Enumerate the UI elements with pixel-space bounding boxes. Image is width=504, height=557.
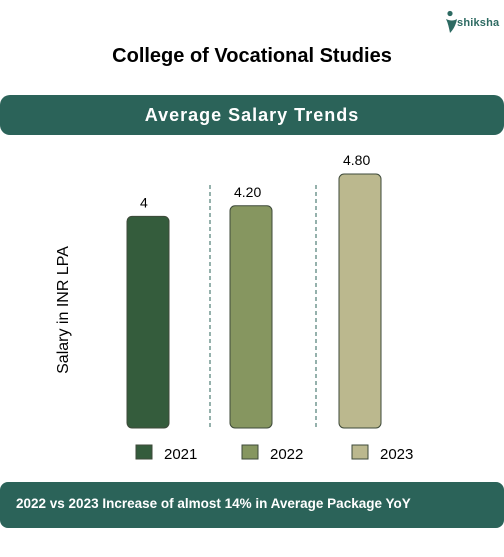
footer-highlight: 2022 vs 2023 Increase of almost 14% in A… <box>0 482 504 528</box>
shiksha-logo-icon <box>446 10 457 33</box>
y-axis-label: Salary in INR LPA <box>55 246 72 374</box>
bar-2023 <box>338 173 382 429</box>
data-label-2022: 4.20 <box>234 184 261 200</box>
legend-label-2022: 2022 <box>270 446 303 463</box>
legend-label-2023: 2023 <box>380 446 413 463</box>
legend: 2021 2022 2023 <box>135 444 413 463</box>
column-dividers <box>209 185 317 430</box>
bar-2021 <box>126 215 170 429</box>
legend-swatch-2022 <box>241 444 259 460</box>
legend-label-2021: 2021 <box>164 446 197 463</box>
shiksha-logo-text: shiksha <box>457 17 500 29</box>
bars <box>126 173 382 429</box>
data-label-2021: 4 <box>140 194 148 210</box>
bar-2022 <box>229 205 273 429</box>
legend-swatch-2021 <box>135 444 153 460</box>
chart-title-banner: Average Salary Trends <box>0 95 504 135</box>
page-title: College of Vocational Studies <box>112 45 392 67</box>
data-label-2023: 4.80 <box>343 152 370 168</box>
data-labels: 4 4.20 4.80 <box>140 152 370 210</box>
salary-bar-chart: Salary in INR LPA 4 4.20 4.80 2021 2022 2023 <box>55 152 413 463</box>
legend-swatch-2023 <box>351 444 369 460</box>
